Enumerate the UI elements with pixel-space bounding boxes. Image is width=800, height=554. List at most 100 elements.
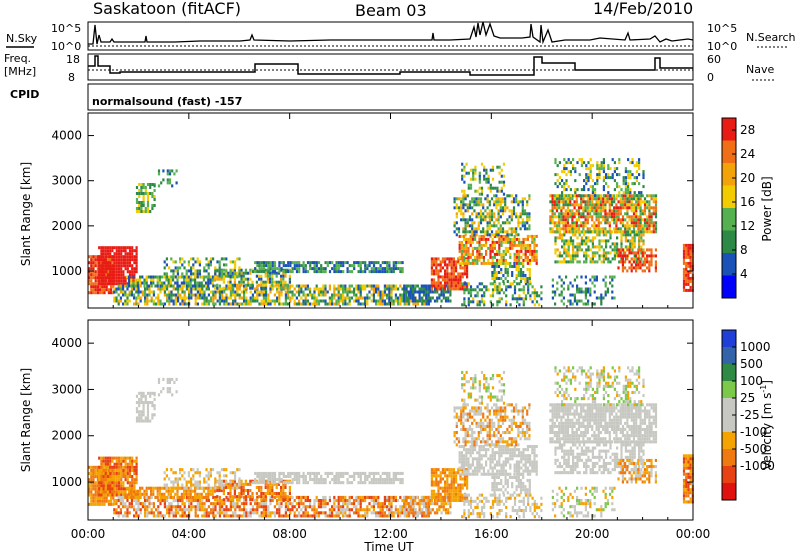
velocity-cell bbox=[251, 508, 254, 512]
power-cell bbox=[181, 257, 184, 261]
power-cell bbox=[558, 293, 561, 297]
power-cell bbox=[508, 233, 511, 237]
velocity-cell bbox=[225, 495, 228, 499]
velocity-cell bbox=[203, 505, 206, 509]
power-cell bbox=[650, 197, 653, 201]
power-cell bbox=[370, 287, 373, 291]
power-cell bbox=[465, 252, 468, 256]
power-cell bbox=[502, 255, 505, 259]
velocity-cell bbox=[102, 490, 105, 494]
power-cell bbox=[149, 183, 152, 186]
power-cell bbox=[526, 237, 529, 241]
power-cell bbox=[632, 197, 636, 201]
power-cell bbox=[563, 257, 566, 261]
velocity-cell bbox=[322, 505, 325, 509]
power-cell bbox=[512, 197, 516, 201]
power-cell bbox=[433, 278, 436, 282]
power-cell bbox=[142, 183, 145, 186]
power-cell bbox=[499, 224, 502, 228]
power-cell bbox=[682, 279, 686, 283]
velocity-cell bbox=[335, 499, 338, 503]
velocity-cell bbox=[227, 508, 230, 512]
power-cell bbox=[498, 300, 501, 304]
power-cell bbox=[280, 280, 283, 284]
power-cell bbox=[375, 261, 378, 265]
power-cell bbox=[457, 281, 460, 285]
velocity-cell bbox=[313, 511, 316, 515]
power-cell bbox=[640, 230, 643, 234]
power-cell bbox=[298, 264, 301, 268]
power-cell bbox=[147, 275, 150, 279]
power-cell bbox=[181, 302, 184, 306]
power-cell bbox=[153, 198, 156, 201]
cpid-frame bbox=[87, 83, 694, 111]
power-cell bbox=[94, 264, 97, 268]
velocity-cell bbox=[90, 478, 93, 482]
power-cell bbox=[605, 242, 608, 246]
power-cell bbox=[624, 218, 627, 222]
power-cell bbox=[135, 252, 138, 256]
power-cell bbox=[440, 299, 443, 303]
power-cell bbox=[535, 291, 539, 295]
power-cell bbox=[238, 296, 241, 300]
power-cell bbox=[260, 283, 263, 287]
power-cell bbox=[682, 270, 686, 274]
power-cell bbox=[560, 284, 563, 288]
power-cell bbox=[280, 302, 283, 306]
power-cell bbox=[574, 170, 577, 174]
power-cell bbox=[555, 200, 559, 204]
power-cell bbox=[553, 206, 556, 210]
power-cell bbox=[529, 282, 532, 286]
power-cell bbox=[600, 164, 603, 168]
power-cell bbox=[145, 278, 148, 282]
velocity-cell bbox=[212, 514, 215, 518]
power-cell bbox=[163, 287, 166, 291]
power-cell bbox=[498, 180, 501, 184]
power-cell bbox=[168, 178, 172, 182]
power-cell bbox=[379, 264, 382, 268]
power-cell bbox=[212, 293, 215, 297]
power-cell bbox=[642, 173, 645, 177]
velocity-cell bbox=[203, 514, 206, 518]
power-cell bbox=[498, 237, 501, 241]
velocity-cell bbox=[315, 495, 318, 499]
velocity-cell bbox=[110, 499, 113, 503]
power-cell bbox=[174, 269, 177, 273]
power-cell bbox=[593, 197, 596, 201]
velocity-cell bbox=[109, 493, 112, 497]
power-cell bbox=[595, 278, 598, 282]
power-cell bbox=[496, 186, 499, 190]
power-cell bbox=[370, 267, 373, 271]
power-cell bbox=[628, 215, 631, 219]
power-cell bbox=[500, 288, 503, 292]
power-cell bbox=[447, 284, 450, 288]
power-cell bbox=[515, 194, 518, 198]
power-cell bbox=[549, 194, 552, 198]
power-cell bbox=[564, 203, 567, 207]
power-cell bbox=[572, 248, 575, 252]
power-cell bbox=[608, 206, 611, 210]
power-cell bbox=[563, 170, 566, 174]
power-cell bbox=[136, 281, 139, 285]
power-cell bbox=[615, 224, 618, 228]
power-cell bbox=[515, 243, 518, 247]
power-cell bbox=[624, 170, 627, 174]
power-cell bbox=[469, 183, 473, 187]
power-cell bbox=[460, 261, 463, 265]
power-cell bbox=[203, 266, 206, 270]
power-cell bbox=[225, 296, 228, 300]
power-cell bbox=[324, 284, 327, 288]
power-cell bbox=[569, 281, 572, 285]
power-cell bbox=[572, 239, 575, 243]
velocity-cell bbox=[218, 502, 221, 506]
power-cell bbox=[168, 290, 171, 294]
power-cell bbox=[144, 287, 147, 291]
power-cell bbox=[498, 243, 501, 247]
power-cell bbox=[635, 269, 638, 273]
power-cell bbox=[522, 262, 525, 265]
power-cell bbox=[133, 273, 136, 277]
power-cell bbox=[315, 287, 318, 291]
velocity-cell bbox=[276, 511, 279, 515]
velocity-cell bbox=[146, 495, 149, 499]
power-cell bbox=[214, 266, 217, 270]
